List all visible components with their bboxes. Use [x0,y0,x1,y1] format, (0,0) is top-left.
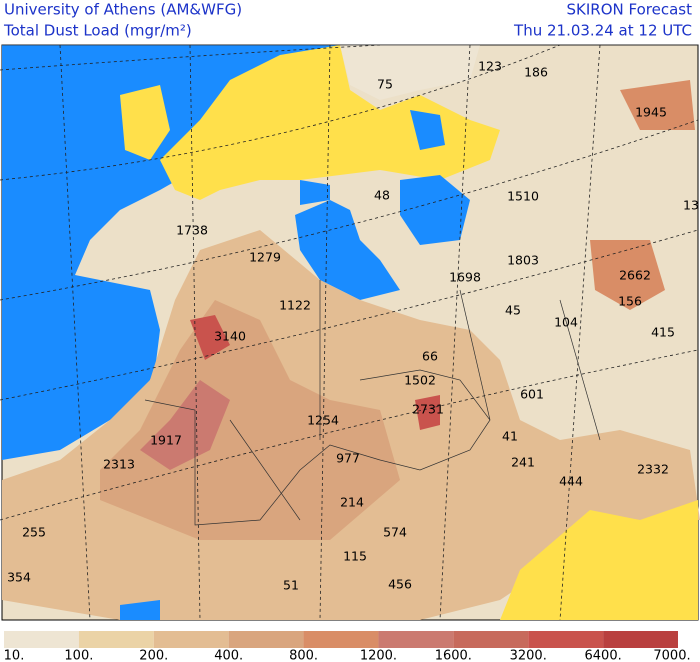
map-value-label: 156 [618,294,642,309]
colorbar: 10. 100. 200. 400. 800. 1200. 1600. 3200. 6400. 7… [4,631,691,662]
colorbar-swatch [78,631,154,648]
sea [410,110,445,150]
map-value-label: 104 [554,315,578,330]
map-value-label: 1803 [507,253,539,268]
header-title: University of Athens (AM&WFG) [4,1,242,19]
colorbar-swatch [303,631,379,648]
map-value-label: 45 [505,303,521,318]
colorbar-label: 6400. [585,649,622,662]
map-value-label: 1698 [449,270,481,285]
map-value-label: 2332 [637,462,669,477]
colorbar-swatch [153,631,229,648]
colorbar-label: 3200. [510,649,547,662]
map-value-label: 1945 [635,105,667,120]
header-subtitle: Thu 21.03.24 at 12 UTC [513,22,692,40]
colorbar-label: 200. [139,649,168,662]
map-value-label: 214 [340,495,364,510]
sea [120,600,160,620]
dust-region [620,80,695,130]
map-value-label: 255 [22,525,46,540]
sea [300,180,330,205]
map-value-label: 48 [374,188,390,203]
map-value-label: 186 [524,65,548,80]
map-value-label: 123 [478,59,502,74]
sea [400,175,470,245]
dust-region [140,380,230,470]
map-value-label: 41 [502,429,518,444]
header-title: SKIRON Forecast [567,1,693,19]
map-value-label: 115 [343,549,367,564]
colorbar-swatch [453,631,529,648]
colorbar-label: 7000. [653,649,690,662]
map-value-label: 241 [511,455,535,470]
map-value-label: 3140 [214,329,246,344]
map-value-label: 574 [383,525,407,540]
colorbar-swatch [528,631,604,648]
graticule [0,44,699,621]
clean-air-region [120,85,170,160]
map-value-label: 1279 [249,250,281,265]
colorbar-label: 1600. [435,649,472,662]
map-value-label: 13 [683,198,699,213]
map-value-label: 75 [377,77,393,92]
clean-air-region [160,45,500,200]
colorbar-swatch [603,631,678,648]
clean-air-region [500,500,698,620]
dust-region [415,395,440,430]
border [144,280,601,526]
map-value-label: 1254 [307,413,339,428]
colorbar-label: 10. [4,649,25,662]
dust-region [100,300,400,540]
colorbar-label: 400. [214,649,243,662]
colorbar-swatch [228,631,304,648]
map [0,44,700,621]
header-subtitle: Total Dust Load (mgr/m²) [3,22,192,40]
map-value-label: 1510 [507,189,539,204]
land [340,45,480,100]
ocean [2,45,340,460]
map-value-label: 415 [651,325,675,340]
map-value-label: 1917 [150,433,182,448]
map-value-label: 66 [422,349,438,364]
map-value-label: 444 [559,474,583,489]
colorbar-label: 100. [64,649,93,662]
map-value-label: 51 [283,578,299,593]
map-value-label: 354 [7,570,31,585]
colorbar-swatch [4,631,79,648]
map-value-label: 2662 [619,268,651,283]
sea [295,200,400,300]
map-value-label: 456 [388,577,412,592]
map-value-label: 2313 [103,457,135,472]
map-value-label: 1122 [279,298,311,313]
dust-region [590,240,665,310]
map-value-label: 1738 [176,223,208,238]
dust-region [190,315,230,360]
colorbar-swatch [378,631,454,648]
colorbar-label: 1200. [360,649,397,662]
map-value-label: 1502 [404,373,436,388]
colorbar-label: 800. [289,649,318,662]
map-value-label: 601 [520,387,544,402]
map-value-label: 2731 [412,402,444,417]
map-value-label: 977 [336,451,360,466]
